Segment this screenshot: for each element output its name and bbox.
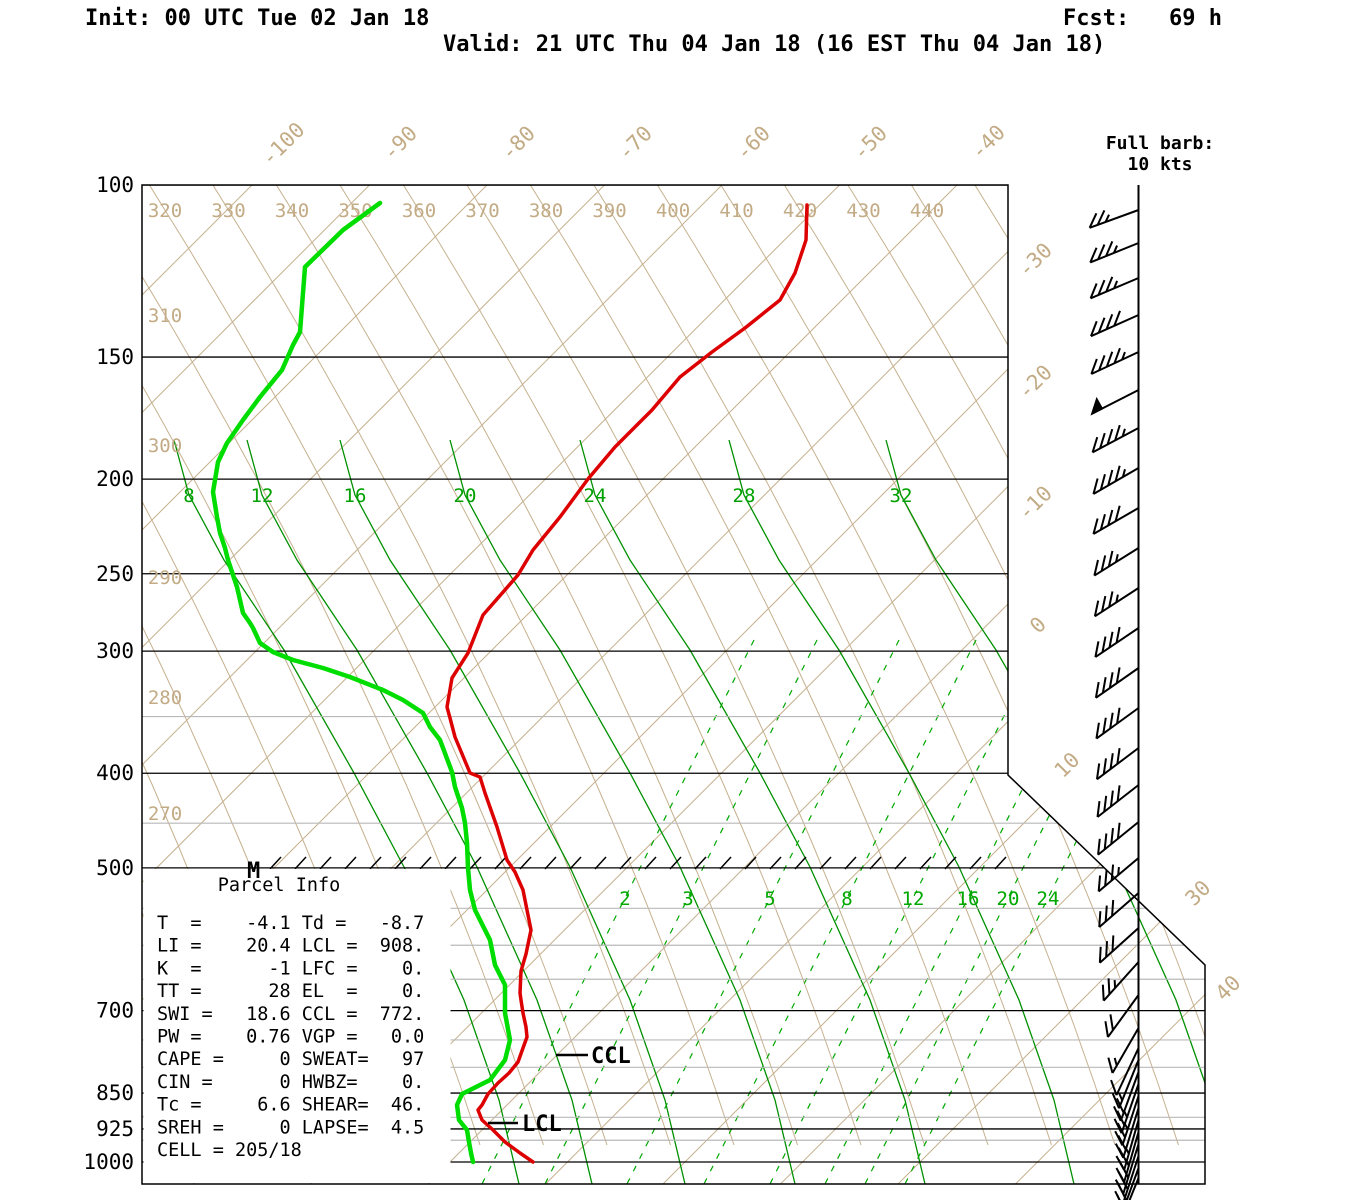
- parcel-info-line: Tc = 6.6 SHEAR= 46.: [157, 1095, 424, 1116]
- svg-text:270: 270: [148, 803, 182, 825]
- svg-text:420: 420: [783, 200, 817, 222]
- barb-legend-value: 10 kts: [1127, 154, 1193, 175]
- m-marker-label: M: [247, 859, 260, 884]
- forecast-hour-label: Fcst: 69 h: [1063, 6, 1222, 31]
- svg-text:16: 16: [957, 888, 980, 910]
- svg-text:290: 290: [148, 567, 182, 589]
- parcel-info-line: CELL = 205/18: [157, 1140, 302, 1161]
- svg-text:0: 0: [1025, 612, 1051, 638]
- parcel-info-line: T = -4.1 Td = -8.7: [157, 913, 424, 934]
- svg-text:16: 16: [344, 485, 367, 507]
- lcl-label: LCL: [522, 1112, 562, 1137]
- level-markers: CCL LCL M: [247, 859, 631, 1137]
- parcel-info-title: Parcel Info: [218, 875, 341, 896]
- svg-text:1000: 1000: [83, 1150, 134, 1174]
- svg-text:360: 360: [402, 200, 436, 222]
- svg-text:250: 250: [96, 562, 134, 586]
- svg-text:-50: -50: [848, 121, 892, 165]
- svg-text:330: 330: [211, 200, 245, 222]
- svg-text:410: 410: [719, 200, 753, 222]
- hatch-500mb: [269, 856, 1007, 870]
- svg-text:10: 10: [1050, 748, 1085, 783]
- mixing-ratio-labels: 2 3 5 8 12 16 20 24: [619, 888, 1059, 910]
- svg-text:150: 150: [96, 345, 134, 369]
- svg-text:-30: -30: [1013, 238, 1057, 282]
- svg-text:200: 200: [96, 467, 134, 491]
- svg-text:24: 24: [584, 485, 607, 507]
- init-time-label: Init: 00 UTC Tue 02 Jan 18: [85, 6, 430, 31]
- svg-text:30: 30: [1181, 876, 1216, 911]
- svg-text:300: 300: [96, 639, 134, 663]
- parcel-info-line: CIN = 0 HWBZ= 0.: [157, 1072, 424, 1093]
- parcel-info-line: CAPE = 0 SWEAT= 97: [157, 1049, 424, 1070]
- svg-text:12: 12: [251, 485, 274, 507]
- svg-text:380: 380: [529, 200, 563, 222]
- svg-text:-100: -100: [257, 118, 310, 171]
- svg-text:440: 440: [910, 200, 944, 222]
- svg-text:-20: -20: [1013, 360, 1057, 404]
- svg-text:-40: -40: [966, 120, 1010, 164]
- svg-text:430: 430: [846, 200, 880, 222]
- svg-text:12: 12: [902, 888, 925, 910]
- svg-text:-10: -10: [1013, 481, 1057, 525]
- svg-text:28: 28: [733, 485, 756, 507]
- major-isobar-lines: [142, 185, 1205, 1163]
- svg-text:390: 390: [592, 200, 626, 222]
- svg-text:850: 850: [96, 1081, 134, 1105]
- svg-text:2: 2: [619, 888, 630, 910]
- svg-text:20: 20: [997, 888, 1020, 910]
- temperature-curve: [445, 203, 809, 1164]
- svg-text:-80: -80: [496, 121, 540, 165]
- svg-text:-70: -70: [613, 121, 657, 165]
- svg-text:340: 340: [275, 200, 309, 222]
- svg-text:20: 20: [454, 485, 477, 507]
- svg-text:400: 400: [96, 761, 134, 785]
- svg-text:-60: -60: [731, 121, 775, 165]
- parcel-info-line: SWI = 18.6 CCL = 772.: [157, 1004, 424, 1025]
- svg-text:5: 5: [764, 888, 775, 910]
- parcel-info-line: TT = 28 EL = 0.: [157, 981, 424, 1002]
- parcel-info-panel: [143, 869, 451, 1183]
- parcel-info-line: K = -1 LFC = 0.: [157, 958, 424, 979]
- wind-barbs: [1088, 185, 1140, 1200]
- dry-adiabat-labels: 320 330 340 350 360 370 380 390 400 410 420 430 4403…: [148, 200, 944, 825]
- valid-time-label: Valid: 21 UTC Thu 04 Jan 18 (16 EST Thu …: [443, 32, 1106, 57]
- parcel-info-line: PW = 0.76 VGP = 0.0: [157, 1027, 424, 1048]
- svg-text:40: 40: [1211, 971, 1246, 1006]
- svg-text:320: 320: [148, 200, 182, 222]
- parcel-info-line: SREH = 0 LAPSE= 4.5: [157, 1117, 424, 1138]
- svg-text:310: 310: [148, 305, 182, 327]
- svg-text:280: 280: [148, 687, 182, 709]
- svg-text:925: 925: [96, 1117, 134, 1141]
- svg-text:3: 3: [682, 888, 693, 910]
- dewpoint-curve: [210, 200, 513, 1165]
- pressure-axis-labels: 100 150 200 250 300 400 500 700 850 925 1000: [83, 173, 134, 1174]
- svg-text:500: 500: [96, 856, 134, 880]
- parcel-info-line: LI = 20.4 LCL = 908.: [157, 936, 424, 957]
- svg-text:8: 8: [183, 485, 194, 507]
- svg-text:32: 32: [890, 485, 913, 507]
- parcel-info-text: Parcel Info T = -4.1 Td = -8.7LI = 20.4 L…: [157, 875, 424, 1161]
- svg-text:700: 700: [96, 999, 134, 1023]
- svg-text:24: 24: [1037, 888, 1060, 910]
- svg-text:-90: -90: [378, 121, 422, 165]
- svg-text:300: 300: [148, 435, 182, 457]
- svg-text:370: 370: [465, 200, 499, 222]
- moist-adiabat-labels: 8 12 16 20 24 28 32: [183, 485, 912, 507]
- svg-text:100: 100: [96, 173, 134, 197]
- svg-text:8: 8: [841, 888, 852, 910]
- ccl-label: CCL: [591, 1044, 631, 1069]
- plot-border: [141, 184, 1206, 1185]
- svg-text:400: 400: [656, 200, 690, 222]
- barb-legend-title: Full barb:: [1105, 133, 1215, 154]
